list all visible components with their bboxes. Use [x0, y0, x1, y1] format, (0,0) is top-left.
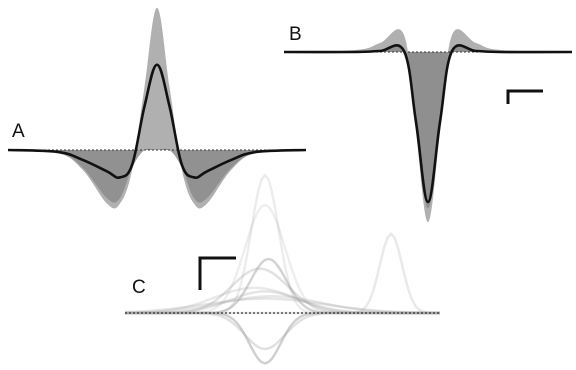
panel-c-scale-bar — [198, 256, 236, 290]
panel-c-overlaid-traces — [124, 173, 440, 365]
panel-b-mean-trace — [283, 44, 573, 204]
panel-c-trace-9 — [124, 297, 440, 314]
panel-c: C — [124, 173, 440, 365]
panel-a-label: A — [12, 121, 25, 142]
panel-c-trace-8 — [125, 311, 440, 351]
panel-b-scale-bar — [506, 89, 543, 104]
panel-a: A — [7, 7, 307, 209]
panel-b: B — [283, 24, 573, 223]
panel-a-mean-trace — [7, 63, 307, 179]
panel-c-label: C — [132, 277, 146, 298]
panel-b-label: B — [289, 24, 302, 45]
panel-a-negative-lobe-fill — [8, 148, 306, 203]
panel-b-negative-lobe-fill — [284, 46, 572, 209]
panel-c-trace-3 — [125, 257, 440, 315]
